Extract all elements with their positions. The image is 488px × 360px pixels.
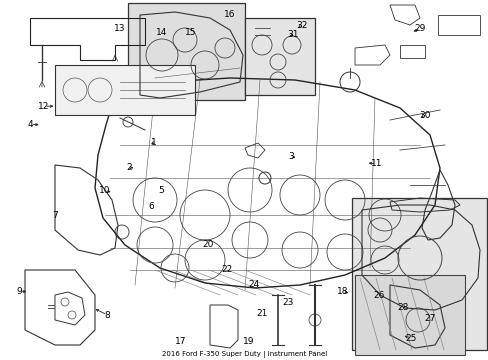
Text: 27: 27 [424,314,435,323]
Text: 21: 21 [255,309,267,318]
Text: 2016 Ford F-350 Super Duty | Instrument Panel: 2016 Ford F-350 Super Duty | Instrument … [162,351,326,357]
Bar [128,3,244,100]
Bar [351,198,486,350]
Text: 16: 16 [224,10,235,19]
Text: 29: 29 [414,24,426,33]
Text: 26: 26 [372,291,384,300]
Bar [354,275,464,355]
Text: 13: 13 [114,24,125,33]
Text: 30: 30 [419,111,430,120]
Text: 32: 32 [295,21,307,30]
Text: 25: 25 [404,334,416,343]
Text: 2: 2 [126,163,132,172]
Text: 24: 24 [248,280,260,289]
Text: 20: 20 [202,240,213,249]
Text: 17: 17 [175,338,186,346]
Bar [55,65,195,115]
Text: 14: 14 [155,28,167,37]
Text: 1: 1 [151,138,157,147]
Text: 10: 10 [99,186,111,195]
Text: 6: 6 [148,202,154,211]
Text: 9: 9 [17,287,22,296]
Text: 11: 11 [370,159,382,168]
Text: 19: 19 [242,338,254,346]
Text: 5: 5 [158,186,164,195]
Text: 12: 12 [38,102,50,111]
Text: 3: 3 [287,152,293,161]
Text: 23: 23 [282,298,294,307]
Bar [244,18,314,95]
Text: 4: 4 [27,120,33,129]
Text: 8: 8 [104,310,110,320]
Text: 22: 22 [221,266,233,274]
Text: 7: 7 [52,211,58,220]
Text: 31: 31 [287,30,299,39]
Text: 18: 18 [336,287,347,296]
Text: 15: 15 [184,28,196,37]
Text: 28: 28 [397,303,408,312]
